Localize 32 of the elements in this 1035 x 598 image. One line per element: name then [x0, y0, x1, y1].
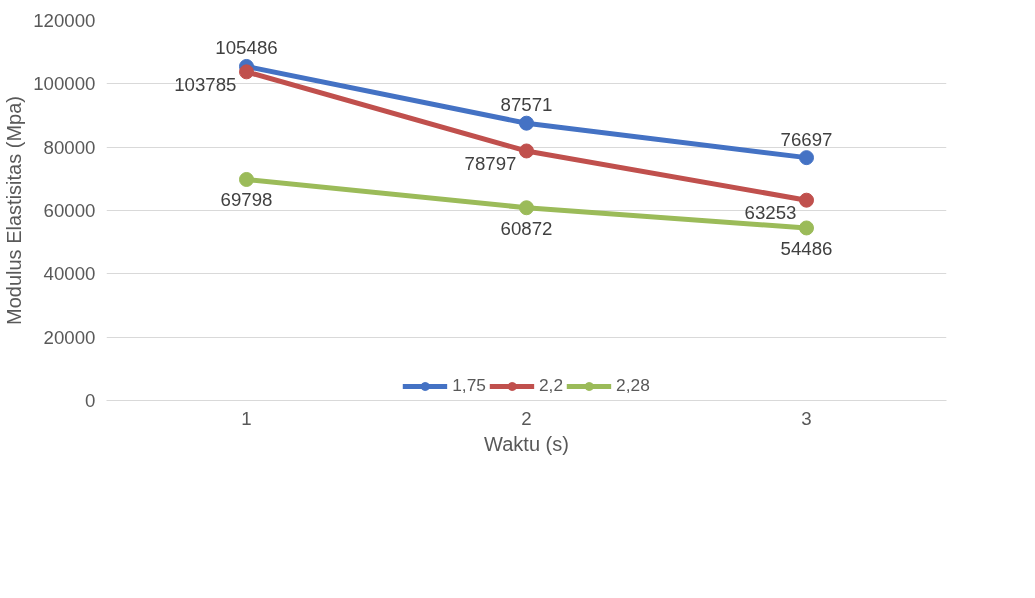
- data-label: 54486: [780, 237, 833, 259]
- y-tick-label: 80000: [43, 136, 96, 158]
- y-tick-label: 120000: [33, 10, 96, 31]
- y-tick-label: 60000: [43, 200, 96, 221]
- data-label: 76697: [780, 128, 833, 150]
- y-tick-label: 100000: [33, 73, 96, 95]
- data-label: 69798: [220, 189, 273, 211]
- point: [519, 200, 534, 216]
- x-tick-label: 2: [521, 407, 532, 429]
- x-axis-title: Waktu (s): [484, 432, 569, 455]
- point: [519, 115, 534, 131]
- legend-label: 2,28: [616, 375, 650, 396]
- y-tick-label: 40000: [43, 263, 96, 285]
- point: [239, 171, 254, 187]
- y-tick-label: 0: [85, 390, 96, 411]
- point: [239, 64, 254, 80]
- data-label: 105486: [215, 37, 278, 59]
- legend-label: 2,2: [538, 375, 564, 396]
- data-label: 63253: [744, 202, 797, 224]
- data-label: 87571: [500, 94, 553, 116]
- data-label: 103785: [174, 73, 237, 95]
- x-tick-label: 3: [801, 407, 812, 429]
- data-label: 60872: [500, 217, 553, 239]
- point: [799, 220, 814, 236]
- y-tick-label: 20000: [43, 326, 96, 348]
- point: [799, 192, 814, 208]
- y-axis-title: Modulus Elastisitas (Mpa): [3, 96, 26, 325]
- x-tick-label: 1: [241, 407, 252, 429]
- data-label: 78797: [464, 152, 517, 174]
- point: [799, 150, 814, 166]
- legend-label: 1,75: [452, 375, 486, 396]
- point: [519, 143, 534, 159]
